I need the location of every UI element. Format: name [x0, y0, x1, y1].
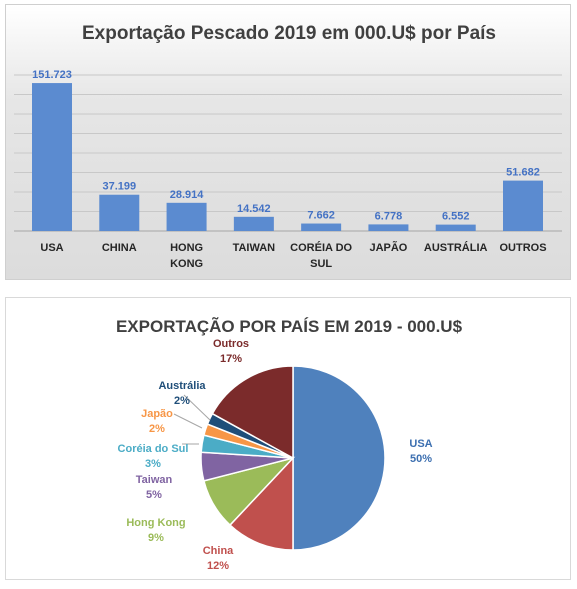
- x-tick-label: CORÉIA DO SUL: [290, 241, 352, 270]
- bar-data-label: 14.542: [237, 203, 271, 215]
- bar-chart: Exportação Pescado 2019 em 000.U$ por Pa…: [14, 23, 562, 270]
- x-tick-label: AUSTRÁLIA: [424, 241, 488, 254]
- bar: [301, 223, 342, 231]
- pie-slice-percent: 5%: [146, 489, 162, 501]
- pie-chart: EXPORTAÇÃO POR PAÍS EM 2019 - 000.U$ USA…: [116, 316, 463, 572]
- pie-slice-label: Outros: [213, 338, 249, 350]
- bar-data-label: 6.552: [442, 211, 470, 223]
- bar: [32, 83, 72, 232]
- pie-slice-label: USA: [409, 438, 432, 450]
- bar: [503, 180, 543, 231]
- bar-data-label: 28.914: [170, 189, 205, 201]
- pie-slice-percent: 17%: [220, 353, 242, 365]
- pie-slice-percent: 9%: [148, 532, 164, 544]
- x-tick-label: JAPÃO: [369, 241, 407, 254]
- bar: [435, 224, 476, 231]
- pie-slice-percent: 3%: [145, 458, 161, 470]
- pie-slice-label: China: [203, 545, 234, 557]
- pie-slice-percent: 2%: [174, 395, 190, 407]
- bar-data-label: 7.662: [307, 210, 335, 222]
- bar-data-label: 151.723: [32, 69, 72, 81]
- x-tick-label: HONG KONG: [170, 242, 203, 270]
- bar: [99, 194, 140, 231]
- pie-chart-panel: EXPORTAÇÃO POR PAÍS EM 2019 - 000.U$ USA…: [5, 297, 571, 580]
- pie-slice-label: Hong Kong: [126, 517, 185, 529]
- pie-chart-title: EXPORTAÇÃO POR PAÍS EM 2019 - 000.U$: [116, 316, 463, 336]
- bar-data-label: 6.778: [375, 210, 403, 222]
- pie-slice-percent: 50%: [410, 453, 432, 465]
- pie-slice-percent: 2%: [149, 423, 165, 435]
- pie-slice: [228, 456, 294, 551]
- bar-data-label: 37.199: [102, 181, 136, 193]
- pie-leader-line: [173, 413, 203, 429]
- pie-slice-label: Japão: [141, 408, 173, 420]
- x-tick-label: USA: [40, 242, 63, 254]
- pie-slice: [211, 365, 294, 460]
- bar: [166, 202, 207, 231]
- bar-chart-title: Exportação Pescado 2019 em 000.U$ por Pa…: [82, 23, 496, 44]
- pie-slice: [292, 365, 386, 551]
- pie-slice-label: Austrália: [158, 380, 206, 392]
- pie-slice-label: Taiwan: [136, 474, 173, 486]
- bar: [233, 216, 274, 231]
- x-tick-label: TAIWAN: [233, 242, 276, 254]
- bar-data-label: 51.682: [506, 167, 540, 179]
- bar: [368, 224, 409, 231]
- x-tick-label: CHINA: [102, 242, 137, 254]
- pie-slice-label: Coréia do Sul: [118, 443, 189, 455]
- x-tick-label: OUTROS: [499, 242, 546, 254]
- pie-slice-percent: 12%: [207, 560, 229, 572]
- bar-chart-panel: Exportação Pescado 2019 em 000.U$ por Pa…: [5, 4, 571, 280]
- pie-leader-line: [183, 394, 211, 421]
